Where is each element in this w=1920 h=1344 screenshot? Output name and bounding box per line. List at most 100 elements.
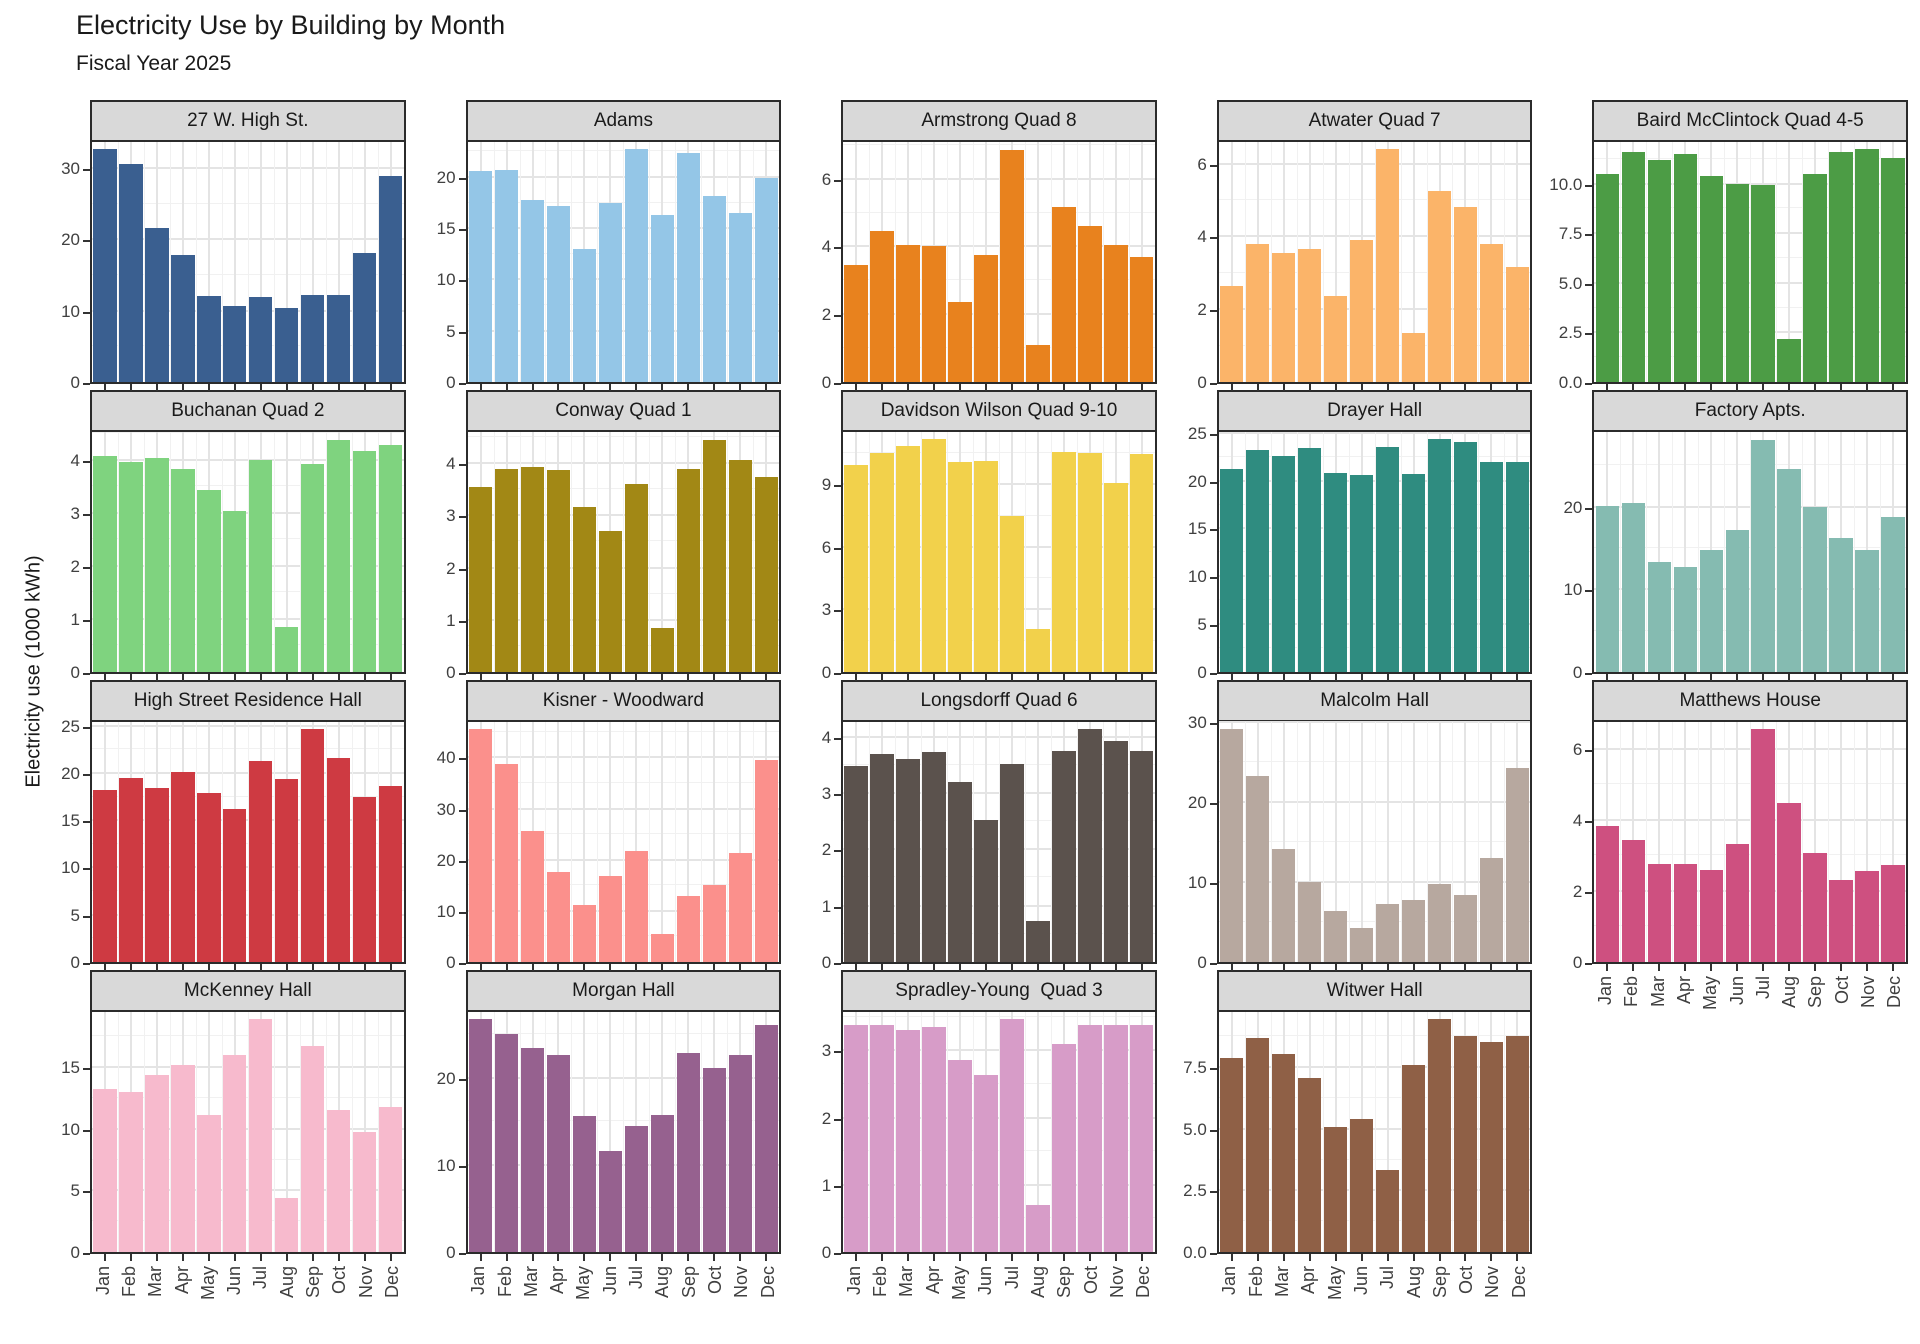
x-tick-mark <box>1114 674 1117 681</box>
bar-jul <box>1375 1170 1400 1252</box>
gridline-minor-v <box>325 142 327 382</box>
gridline-minor-v <box>1672 432 1674 672</box>
bar-oct <box>1078 226 1102 382</box>
bar-jan <box>1595 505 1620 672</box>
y-tick-mark <box>1209 803 1217 805</box>
y-tick-label: 20 <box>1187 471 1207 491</box>
y-tick-label: 10 <box>1563 580 1583 600</box>
y-tick-label: 0 <box>446 1243 456 1262</box>
x-tick-mark <box>1840 674 1843 681</box>
gridline-minor-v <box>1802 432 1804 672</box>
x-tick-mark <box>1282 384 1285 391</box>
bar-dec <box>1881 865 1905 962</box>
x-tick-mark <box>1516 964 1519 971</box>
x-tick-mark <box>1464 384 1467 391</box>
gridline-major-v <box>1892 722 1895 962</box>
y-tick-label: 3 <box>821 600 832 620</box>
gridline-minor-v <box>1374 432 1376 672</box>
bar-dec <box>378 1106 403 1252</box>
bar-sep <box>1427 190 1452 382</box>
gridline-major-v <box>1334 722 1337 962</box>
y-tick-mark <box>1209 164 1217 167</box>
facet-panel <box>1592 140 1908 391</box>
x-tick-mark <box>1438 964 1441 971</box>
x-tick-mark <box>635 964 638 971</box>
y-tick-label: 6 <box>821 537 832 557</box>
bar-jun <box>1349 474 1374 672</box>
facet-high-street-residence-hall: High Street Residence Hall 0 5 10 15 20 25 <box>44 680 406 972</box>
bar-jan <box>844 766 868 962</box>
x-tick-mark <box>1736 964 1739 971</box>
x-tick-mark <box>583 1254 586 1261</box>
y-tick-mark <box>1585 891 1593 894</box>
x-tick-mark <box>181 1254 184 1261</box>
bar-aug <box>1026 629 1050 672</box>
bar-nov <box>1104 244 1128 382</box>
y-axis: 0 10 20 30 <box>44 140 90 392</box>
x-tick-mark <box>713 384 716 391</box>
x-tick-mark <box>765 674 768 681</box>
gridline-minor-v <box>351 1012 353 1252</box>
y-tick-mark <box>834 247 842 250</box>
gridline-minor-v <box>377 722 379 962</box>
bar-apr <box>1297 1078 1322 1252</box>
y-tick-mark <box>458 331 466 334</box>
y-tick-label: 10 <box>436 270 456 290</box>
gridline-major-v <box>259 142 262 382</box>
bar-jun <box>598 202 623 382</box>
bar-may <box>1323 296 1348 382</box>
gridline-minor-v <box>519 432 521 672</box>
bar-mar <box>1647 159 1671 382</box>
gridline-minor-v <box>1478 722 1480 962</box>
y-tick-mark <box>834 793 842 796</box>
y-tick-label: 10 <box>436 1155 456 1175</box>
gridline-minor-v <box>169 432 171 672</box>
y-tick-mark <box>1209 723 1217 725</box>
facet-baird-mcclintock-quad-4-5: Baird McClintock Quad 4-5 0.0 2.5 5.0 7.5 10.… <box>1546 100 1908 392</box>
bar-may <box>1699 175 1723 382</box>
facet-panel <box>1216 720 1533 971</box>
gridline-minor-v <box>1504 432 1506 672</box>
x-tick-mark <box>1010 674 1013 681</box>
x-tick-mark <box>1010 384 1013 391</box>
chart-title: Electricity Use by Building by Month <box>76 10 506 40</box>
gridline-minor-v <box>545 1012 547 1252</box>
gridline-minor-v <box>1102 722 1104 962</box>
y-tick-label: 0 <box>821 373 832 392</box>
y-tick-label: 9 <box>821 475 832 495</box>
bar-mar <box>520 831 545 962</box>
bar-sep <box>676 153 700 382</box>
x-tick-mark <box>687 674 690 681</box>
x-tick-mark <box>1516 674 1519 681</box>
bar-oct <box>702 1068 726 1252</box>
bar-jan <box>468 170 493 382</box>
x-tick-mark <box>985 384 987 391</box>
x-tick-label: Dec <box>1884 976 1905 1009</box>
bar-jan <box>468 1019 493 1252</box>
x-tick-mark <box>557 1254 560 1261</box>
gridline-minor-v <box>921 722 923 962</box>
gridline-minor-v <box>727 142 729 382</box>
gridline-minor-v <box>1102 1012 1104 1252</box>
x-tick-mark <box>363 674 366 681</box>
gridline-minor-v <box>1400 432 1402 672</box>
bar-may <box>1699 550 1723 672</box>
bar-feb <box>870 1024 894 1252</box>
y-tick-label: 2 <box>821 305 832 325</box>
x-tick-mark <box>207 1254 210 1261</box>
y-tick-mark <box>83 726 90 729</box>
bar-jun <box>598 1150 623 1252</box>
gridline-minor-v <box>921 142 923 382</box>
y-tick-mark <box>834 610 842 613</box>
bar-may <box>572 248 597 382</box>
facet-longsdorff-quad-6: Longsdorff Quad 6 0 1 2 3 4 <box>795 680 1157 972</box>
bar-nov <box>352 797 377 962</box>
bar-sep <box>1803 173 1827 382</box>
x-tick-mark <box>661 964 664 971</box>
gridline-minor-v <box>597 1012 599 1252</box>
y-tick-label: 4 <box>821 727 832 747</box>
facet-panel <box>465 720 782 971</box>
bar-nov <box>1104 483 1128 672</box>
gridline-minor-v <box>117 432 119 672</box>
y-tick-mark <box>834 673 842 675</box>
